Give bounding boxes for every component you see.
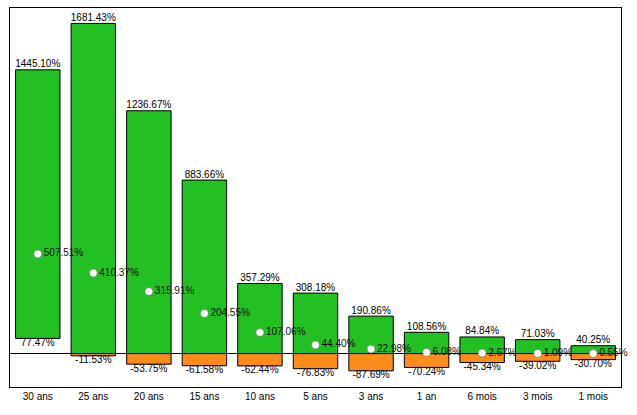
svg-text:-76.83%: -76.83% — [297, 367, 334, 378]
svg-text:1 an: 1 an — [417, 391, 436, 402]
svg-text:357.29%: 357.29% — [240, 272, 280, 283]
svg-text:410.37%: 410.37% — [99, 267, 139, 278]
svg-text:315.91%: 315.91% — [155, 285, 195, 296]
svg-text:1236.67%: 1236.67% — [126, 99, 171, 110]
svg-text:40.25%: 40.25% — [576, 334, 610, 345]
svg-text:3 ans: 3 ans — [359, 391, 383, 402]
svg-text:-87.69%: -87.69% — [352, 369, 389, 380]
svg-text:190.86%: 190.86% — [351, 305, 391, 316]
svg-text:3 mois: 3 mois — [523, 391, 552, 402]
svg-text:507.51%: 507.51% — [44, 247, 84, 258]
svg-text:5 ans: 5 ans — [303, 391, 327, 402]
svg-text:71.03%: 71.03% — [521, 328, 555, 339]
svg-text:-11.53%: -11.53% — [75, 354, 112, 365]
svg-text:84.84%: 84.84% — [465, 325, 499, 336]
svg-text:22.98%: 22.98% — [377, 343, 411, 354]
svg-text:25 ans: 25 ans — [78, 391, 108, 402]
svg-text:10 ans: 10 ans — [245, 391, 275, 402]
svg-text:0.55%: 0.55% — [599, 347, 627, 358]
svg-text:-45.34%: -45.34% — [464, 361, 501, 372]
svg-text:108.56%: 108.56% — [407, 321, 447, 332]
svg-text:883.66%: 883.66% — [185, 169, 225, 180]
svg-text:44.40%: 44.40% — [322, 338, 356, 349]
svg-text:77.47%: 77.47% — [21, 337, 55, 348]
svg-text:15 ans: 15 ans — [189, 391, 219, 402]
svg-text:204.55%: 204.55% — [210, 307, 250, 318]
svg-text:1 mois: 1 mois — [579, 391, 608, 402]
svg-text:-62.44%: -62.44% — [241, 364, 278, 375]
svg-text:308.18%: 308.18% — [296, 282, 336, 293]
svg-text:6 mois: 6 mois — [467, 391, 496, 402]
svg-text:-53.75%: -53.75% — [130, 363, 167, 374]
svg-text:2.67%: 2.67% — [488, 347, 516, 358]
svg-text:1681.43%: 1681.43% — [71, 12, 116, 23]
svg-text:-30.70%: -30.70% — [575, 358, 612, 369]
svg-text:1445.10%: 1445.10% — [15, 58, 60, 69]
svg-text:30 ans: 30 ans — [23, 391, 53, 402]
svg-text:6.08%: 6.08% — [433, 346, 461, 357]
svg-text:107.06%: 107.06% — [266, 326, 306, 337]
svg-text:-70.24%: -70.24% — [408, 366, 445, 377]
svg-text:1.09%: 1.09% — [544, 347, 572, 358]
svg-text:20 ans: 20 ans — [134, 391, 164, 402]
svg-text:-61.58%: -61.58% — [186, 364, 223, 375]
svg-text:-39.02%: -39.02% — [519, 360, 556, 371]
